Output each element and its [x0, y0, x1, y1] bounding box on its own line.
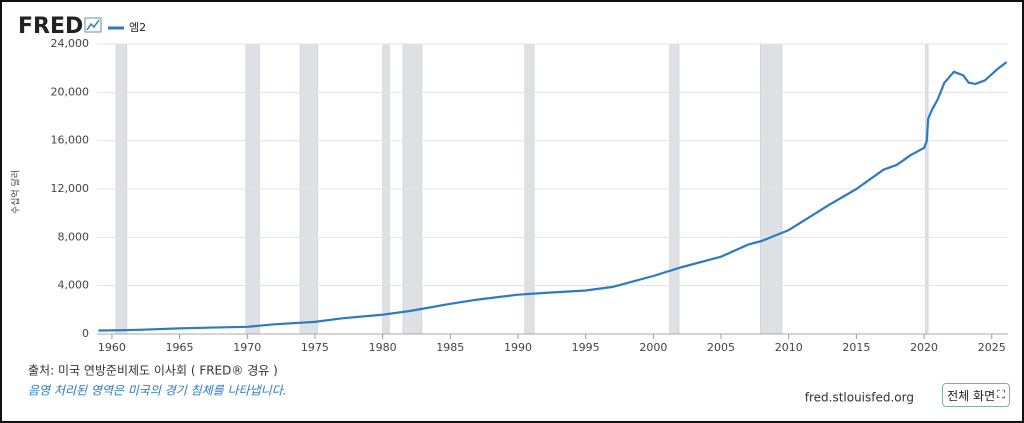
x-tick-label: 1970 — [233, 341, 261, 354]
x-tick-label: 2020 — [910, 341, 938, 354]
legend-label: 엠2 — [129, 21, 146, 34]
x-tick-label: 1960 — [98, 341, 126, 354]
recession-note: 음영 처리된 영역은 미국의 경기 침체를 나타냅니다. — [28, 384, 287, 398]
y-tick-label: 16,000 — [51, 134, 90, 147]
fullscreen-button[interactable]: 전체 화면 ⛶ — [942, 383, 1010, 407]
y-tick-label: 0 — [82, 327, 89, 340]
x-tick-label: 1965 — [166, 341, 194, 354]
logo-icon — [84, 17, 102, 33]
x-tick-label: 2005 — [707, 341, 735, 354]
button-icon: ⛶ — [997, 388, 1005, 401]
x-tick-label: 1975 — [301, 341, 329, 354]
series-line — [98, 61, 1008, 332]
y-tick-label: 8,000 — [58, 230, 90, 243]
y-tick-label: 24,000 — [51, 37, 90, 50]
y-tick-label: 20,000 — [51, 85, 90, 98]
site-link: fred.stlouisfed.org — [805, 391, 914, 405]
x-tick-label: 2010 — [775, 341, 803, 354]
source: 출처: 미국 연방준비제도 이사회 ( FRED® 경유 ) — [28, 364, 278, 378]
x-tick-label: 2025 — [978, 341, 1006, 354]
y-axis-label: 수십억 달러 — [10, 170, 22, 214]
y-tick-label: 4,000 — [58, 279, 90, 292]
x-tick-label: 1980 — [369, 341, 397, 354]
x-tick-label: 1995 — [572, 341, 600, 354]
button-label: 전체 화면 — [947, 388, 996, 403]
x-tick-label: 2015 — [842, 341, 870, 354]
y-tick-label: 12,000 — [51, 182, 90, 195]
x-tick-label: 1990 — [504, 341, 532, 354]
x-tick-label: 2000 — [639, 341, 667, 354]
logo: FRED — [18, 14, 83, 39]
x-tick-label: 1985 — [436, 341, 464, 354]
